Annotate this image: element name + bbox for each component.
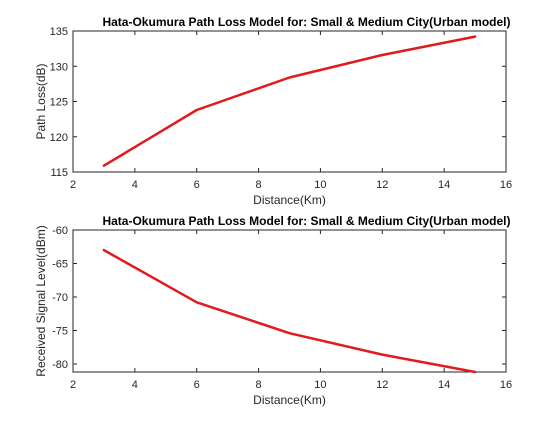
x-tick-label: 16 xyxy=(500,179,512,191)
y-tick-label: 125 xyxy=(50,97,68,109)
x-tick-label: 6 xyxy=(194,379,200,391)
y-tick-label: -60 xyxy=(52,225,68,237)
y-tick-label: -80 xyxy=(52,359,68,371)
x-axis-label: Distance(Km) xyxy=(253,193,326,207)
x-tick-label: 4 xyxy=(132,379,138,391)
x-tick-label: 6 xyxy=(194,179,200,191)
y-tick-label: 135 xyxy=(50,26,68,38)
x-tick-label: 10 xyxy=(314,379,326,391)
x-tick-label: 12 xyxy=(376,379,388,391)
y-axis-label: Received Signal Level(dBm) xyxy=(34,225,48,376)
x-axis-label: Distance(Km) xyxy=(253,393,326,407)
y-tick-label: 130 xyxy=(50,61,68,73)
y-tick-label: -70 xyxy=(52,292,68,304)
x-tick-label: 12 xyxy=(376,179,388,191)
y-tick-label: 115 xyxy=(50,167,68,179)
x-tick-label: 2 xyxy=(70,179,76,191)
chart-1: 2 4 6 8 10 12 14 16 115 120 125 130 135 Hata-Okumura … xyxy=(34,15,512,207)
chart-title: Hata-Okumura Path Loss Model for: Small … xyxy=(102,214,510,228)
y-tick-label: -65 xyxy=(52,258,68,270)
chart-2: 2 4 6 8 10 12 14 16 -60 -65 -70 -75 -80 Hata-Okumura … xyxy=(34,214,512,407)
x-tick-label: 14 xyxy=(438,179,450,191)
plot-area xyxy=(73,31,506,172)
x-tick-label: 4 xyxy=(132,179,138,191)
y-axis-label: Path Loss(dB) xyxy=(34,63,48,139)
x-tick-label: 10 xyxy=(314,179,326,191)
chart-title: Hata-Okumura Path Loss Model for: Small … xyxy=(102,15,510,29)
y-tick-label: 120 xyxy=(50,132,68,144)
x-tick-label: 8 xyxy=(256,179,262,191)
x-tick-label: 16 xyxy=(500,379,512,391)
plot-area xyxy=(73,230,506,372)
x-tick-label: 14 xyxy=(438,379,450,391)
y-tick-label: -75 xyxy=(52,325,68,337)
x-tick-label: 8 xyxy=(256,379,262,391)
x-tick-label: 2 xyxy=(70,379,76,391)
